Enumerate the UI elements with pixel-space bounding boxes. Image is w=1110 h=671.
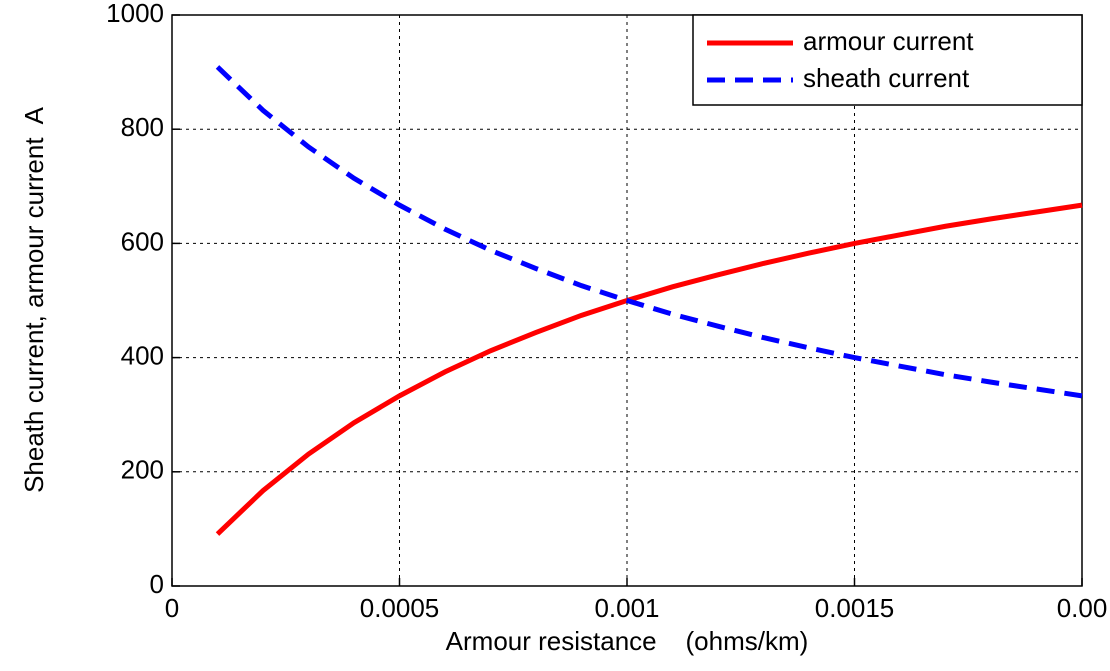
y-tick-label: 0 — [150, 569, 164, 599]
series-line — [215, 202, 1083, 536]
y-tick-label: 200 — [121, 455, 164, 485]
y-tick-label: 400 — [121, 340, 164, 370]
legend-box — [692, 14, 1083, 106]
x-tick-label: 0.0015 — [815, 593, 895, 623]
y-tick-label: 600 — [121, 226, 164, 256]
plot-frame — [171, 14, 1083, 587]
legend-label: armour current — [803, 26, 974, 56]
series-line — [215, 65, 1083, 399]
legend-label: sheath current — [803, 63, 970, 93]
y-tick-label: 800 — [121, 112, 164, 142]
x-tick-label: 0 — [165, 593, 179, 623]
x-tick-label: 0.00 — [1057, 593, 1108, 623]
y-axis-label: Sheath current, armour current A — [19, 106, 49, 493]
x-axis-label: Armour resistance (ohms/km) — [446, 626, 809, 656]
x-tick-label: 0.0005 — [360, 593, 440, 623]
y-tick-label: 1000 — [106, 0, 164, 28]
x-tick-label: 0.001 — [594, 593, 659, 623]
